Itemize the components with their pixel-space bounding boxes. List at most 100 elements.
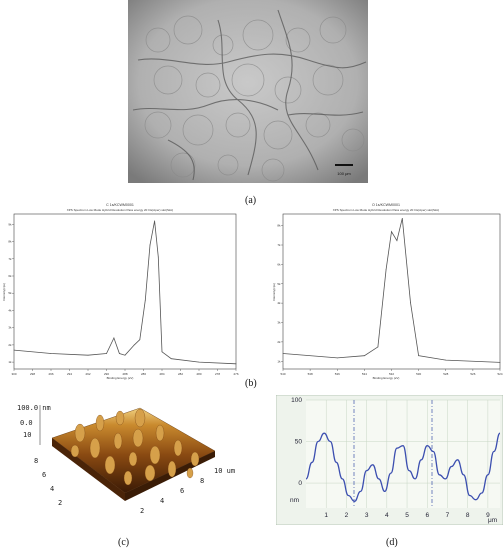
spectrum-point (154, 220, 156, 222)
x-tick-label: 294 (67, 372, 72, 376)
y-tick-label: 7k (277, 243, 281, 247)
axis-left-tick: 8 (34, 457, 38, 465)
y-tick-label: 3k (8, 326, 12, 330)
y-tick-label: 1k (8, 360, 12, 364)
x-tick-label: 300 (11, 372, 16, 376)
y-tick-label: 100 (291, 397, 302, 404)
micrograph-panel: 100 μm (128, 0, 368, 183)
x-tick-label: 538 (308, 372, 313, 376)
spectrum-point (170, 358, 172, 360)
x-tick-label: 8 (466, 512, 470, 519)
spectrum-point (418, 355, 420, 357)
plot-frame (13, 213, 237, 370)
y-tick-label: 8k (8, 240, 12, 244)
y-tick-label: 2k (277, 340, 281, 344)
y-axis-unit: nm (290, 497, 299, 504)
panel-a-label: (a) (245, 195, 257, 206)
spectrum-point (401, 218, 403, 219)
spectrum-point (124, 354, 126, 356)
x-tick-label: 9 (486, 512, 490, 519)
y-tick-label: 50 (295, 439, 303, 446)
x-tick-label: 4 (385, 512, 389, 519)
axis-right-label: 10 um (214, 467, 235, 475)
chart-title: O 1s/KCWM0001 (372, 203, 400, 207)
x-tick-label: 7 (446, 512, 450, 519)
z-axis-mid-label: 0.0 (20, 419, 33, 427)
x-tick-label: 288 (122, 372, 127, 376)
x-tick-label: 3 (365, 512, 369, 519)
x-tick-label: 298 (30, 372, 35, 376)
y-tick-label: 3k (277, 321, 281, 325)
scale-bar-label: 100 μm (337, 171, 351, 176)
spectrum-point (50, 353, 52, 354)
spectrum-point (336, 357, 338, 359)
axis-bottom-tick: 2 (140, 507, 144, 515)
axis-bottom-tick: 6 (180, 487, 184, 495)
micrograph-image: 100 μm (128, 0, 368, 183)
x-tick-label: 276 (233, 372, 238, 376)
z-axis-top-label: 100.0 nm (17, 404, 51, 412)
height-profile-panel: 100 50 0 1 2 3 4 5 6 7 8 9 nm μm (275, 394, 503, 526)
spectrum-point (396, 240, 398, 241)
x-tick-label: 526 (470, 372, 475, 376)
spectrum-point (87, 354, 89, 356)
chart-subtitle: XPS Spectrum Low Mode Hybrid Resolution … (67, 208, 173, 212)
x-tick-label: 532 (389, 372, 394, 376)
xps-c1s-chart: C 1s/KCWM0001 XPS Spectrum Low Mode Hybr… (2, 203, 239, 380)
x-axis-unit: μm (488, 517, 497, 524)
spectrum-point (133, 344, 135, 346)
y-tick-label: 9k (8, 222, 12, 226)
spectrum-point (235, 363, 237, 365)
y-tick-label: 4k (8, 308, 12, 312)
plot-area (306, 400, 500, 508)
x-tick-label: 536 (335, 372, 340, 376)
y-tick-label: 5k (277, 282, 281, 286)
axis-left-tick: 2 (58, 499, 62, 507)
spectrum-point (113, 337, 115, 339)
spectrum-line (13, 220, 237, 365)
y-tick-label: 5k (8, 291, 12, 295)
x-tick-label: 540 (280, 372, 285, 376)
x-tick-label: 530 (416, 372, 421, 376)
panel-c-label: (c) (118, 537, 130, 548)
afm-3d-panel: 100.0 nm 0.0 10 8 6 4 2 2 4 6 8 10 um (0, 393, 250, 528)
x-tick-label: 6 (425, 512, 429, 519)
x-tick-label: 290 (104, 372, 109, 376)
afm-front-side (52, 438, 125, 501)
x-axis-label: Binding Energy (eV) (107, 376, 134, 380)
y-axis-label: Intensity(cps) (2, 283, 6, 301)
spectrum-point (445, 359, 447, 361)
y-tick-label: 6k (8, 274, 12, 278)
x-tick-label: 280 (196, 372, 201, 376)
y-tick-label: 0 (298, 480, 302, 487)
x-tick-label: 286 (141, 372, 146, 376)
x-tick-label: 5 (405, 512, 409, 519)
plot-frame (282, 213, 501, 370)
y-axis-label: Intensity(cps) (272, 283, 276, 301)
height-profile-chart: 100 50 0 1 2 3 4 5 6 7 8 9 nm μm (275, 394, 503, 526)
spectrum-point (410, 302, 411, 303)
spectrum-point (13, 349, 15, 351)
y-tick-label: 6k (277, 262, 281, 266)
spectrum-point (139, 339, 141, 341)
spectrum-point (106, 353, 107, 354)
xps-o1s-panel: O 1s/KCWM0001 XPS Spectrum Low Mode Hybr… (270, 202, 503, 382)
xps-c1s-panel: C 1s/KCWM0001 XPS Spectrum Low Mode Hybr… (0, 202, 240, 382)
profile-line (305, 432, 501, 503)
axis-bottom-tick: 8 (200, 477, 204, 485)
spectrum-point (119, 353, 120, 354)
chart-title: C 1s/KCWM0001 (106, 203, 134, 207)
spectrum-point (157, 256, 159, 258)
spectrum-point (391, 231, 392, 233)
x-tick-label: 284 (159, 372, 164, 376)
x-tick-label: 1 (324, 512, 328, 519)
x-tick-label: 296 (48, 372, 53, 376)
spectrum-point (377, 346, 379, 348)
x-tick-label: 278 (215, 372, 220, 376)
spectrum-point (149, 244, 151, 246)
axis-left-tick: 4 (50, 485, 54, 493)
x-tick-label: 534 (362, 372, 367, 376)
axis-left-tick: 6 (42, 471, 46, 479)
xps-o1s-chart: O 1s/KCWM0001 XPS Spectrum Low Mode Hybr… (272, 203, 503, 380)
panel-d-label: (d) (386, 537, 398, 548)
